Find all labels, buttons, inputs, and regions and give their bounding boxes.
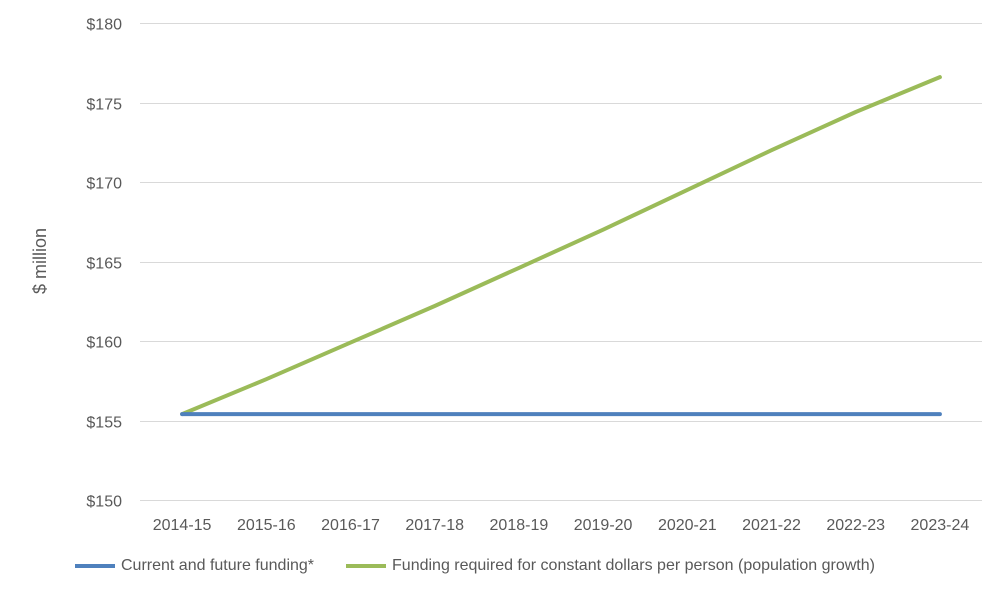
x-axis-tick-labels: 2014-15 2015-16 2016-17 2017-18 2018-19 2019-…: [153, 517, 970, 534]
y-tick-label: $155: [86, 415, 122, 432]
x-tick-label: 2017-18: [405, 517, 464, 534]
x-tick-label: 2014-15: [153, 517, 212, 534]
x-tick-label: 2020-21: [658, 517, 717, 534]
x-tick-label: 2015-16: [237, 517, 296, 534]
x-tick-label: 2022-23: [826, 517, 885, 534]
gridlines: [140, 23, 982, 501]
legend-item-current-funding: Current and future funding*: [75, 557, 314, 575]
x-tick-label: 2023-24: [911, 517, 970, 534]
y-tick-label: $165: [86, 256, 122, 273]
legend-item-required-funding: Funding required for constant dollars pe…: [346, 557, 875, 575]
y-tick-label: $180: [86, 17, 122, 34]
legend: Current and future funding* Funding requ…: [75, 554, 907, 578]
x-tick-label: 2016-17: [321, 517, 380, 534]
series-line-required-funding: [180, 75, 942, 417]
legend-swatch-required-funding: [346, 564, 387, 568]
series-lines: [180, 75, 942, 417]
y-tick-label: $170: [86, 176, 122, 193]
y-axis-tick-labels: $150 $155 $160 $165 $170 $175 $180: [86, 17, 122, 511]
y-axis-title: $ million: [30, 228, 50, 294]
legend-label-current-funding: Current and future funding*: [121, 557, 315, 574]
x-tick-label: 2018-19: [490, 517, 549, 534]
x-tick-label: 2021-22: [742, 517, 801, 534]
legend-label-required-funding: Funding required for constant dollars pe…: [392, 557, 875, 574]
y-tick-label: $175: [86, 97, 122, 114]
legend-swatch-current-funding: [75, 564, 115, 568]
y-tick-label: $150: [86, 494, 122, 511]
x-tick-label: 2019-20: [574, 517, 633, 534]
y-tick-label: $160: [86, 335, 122, 352]
